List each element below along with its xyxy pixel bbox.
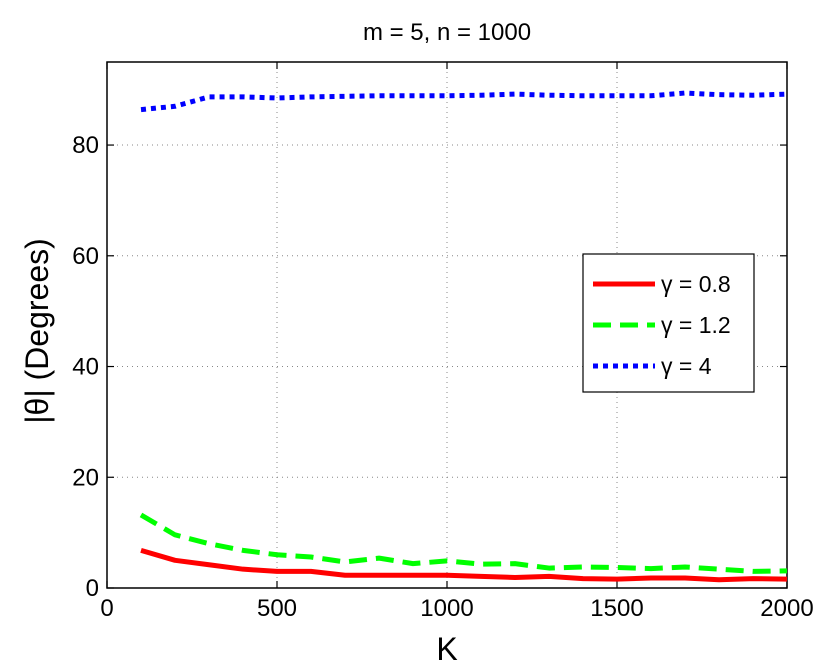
x-tick-label: 1500 xyxy=(590,595,643,622)
series-lines xyxy=(139,90,788,583)
legend-label: γ = 1.2 xyxy=(661,312,731,338)
legend-label: γ = 4 xyxy=(661,353,712,379)
y-tick-label: 40 xyxy=(72,354,99,381)
x-tick-label: 0 xyxy=(100,595,113,622)
legend: γ = 0.8 γ = 1.2 γ = 4 xyxy=(582,253,755,393)
y-tick-label: 80 xyxy=(72,132,99,159)
y-tick-label: 60 xyxy=(72,243,99,270)
axis-ticks: 0 500 1000 1500 2000 0 20 40 60 80 xyxy=(72,62,814,622)
chart-title: m = 5, n = 1000 xyxy=(363,19,531,46)
x-tick-label: 2000 xyxy=(760,595,813,622)
legend-label: γ = 0.8 xyxy=(661,271,731,297)
legend-box xyxy=(582,253,755,393)
grid xyxy=(107,62,787,588)
series-line-2 xyxy=(140,90,788,113)
y-tick-label: 0 xyxy=(86,575,99,602)
x-axis-title: K xyxy=(436,631,457,667)
y-tick-label: 20 xyxy=(72,464,99,491)
x-tick-label: 500 xyxy=(257,595,297,622)
series-line-0 xyxy=(140,547,788,583)
series-line-1 xyxy=(139,512,788,574)
x-tick-label: 1000 xyxy=(420,595,473,622)
y-axis-title: |θ| (Degrees) xyxy=(19,238,55,424)
